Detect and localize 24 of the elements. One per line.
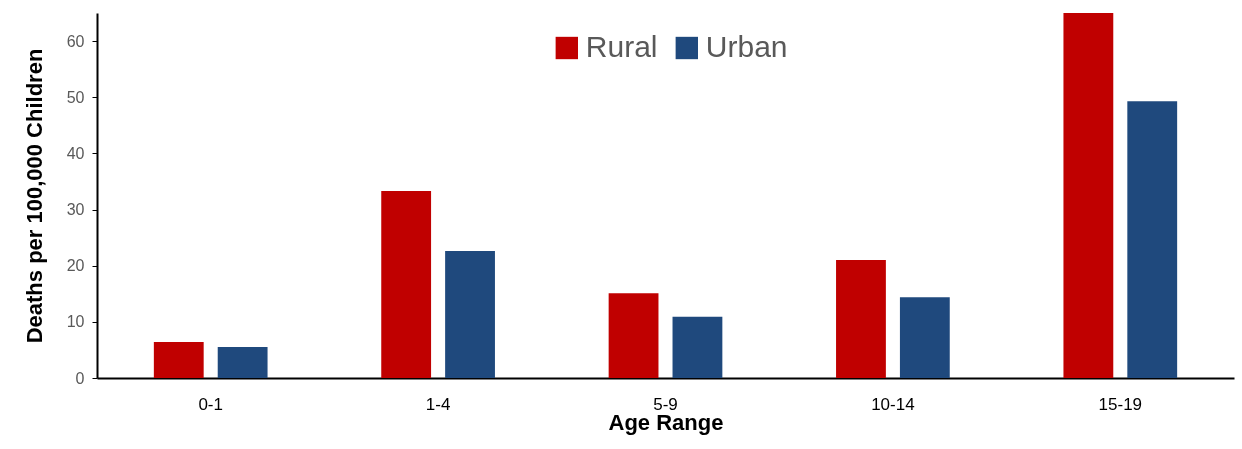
bar [1127, 101, 1178, 378]
y-tick-label: 40 [66, 144, 85, 162]
bar [153, 342, 204, 378]
y-tick-label: 10 [66, 313, 85, 331]
bar [381, 191, 432, 378]
legend-label: Urban [705, 30, 788, 63]
bar [899, 297, 950, 378]
x-tick-label: 15-19 [1098, 394, 1143, 414]
y-tick-label: 0 [75, 369, 85, 387]
x-tick-label: 10-14 [871, 394, 915, 414]
y-tick-label: 30 [66, 201, 85, 219]
y-tick-label: 20 [66, 257, 85, 275]
bar [445, 251, 495, 378]
y-axis-title: Deaths per 100,000 Children [21, 48, 47, 344]
y-tick-label: 50 [66, 88, 85, 106]
y-tick-label: 60 [66, 32, 85, 50]
bar [608, 293, 659, 378]
bar [1063, 13, 1114, 378]
x-tick-label: 0-1 [198, 394, 223, 414]
bar [672, 316, 723, 378]
bar [836, 260, 886, 378]
x-tick-label: 1-4 [425, 394, 451, 414]
bar [217, 347, 268, 378]
legend-label: Rural [585, 30, 658, 63]
